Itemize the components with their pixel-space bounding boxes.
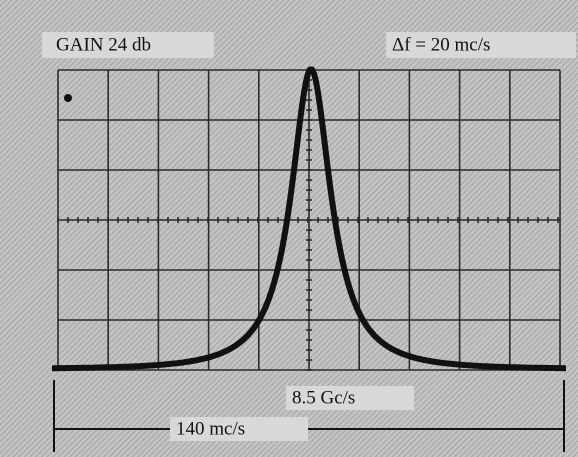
center-frequency-label: 8.5 Gc/s bbox=[292, 387, 355, 408]
delta-f-label: Δf = 20 mc/s bbox=[392, 34, 490, 55]
span-label: 140 mc/s bbox=[176, 418, 245, 439]
spot bbox=[64, 94, 72, 102]
page: {"header": {"gain": "GAIN 24 db", "delta… bbox=[0, 0, 578, 457]
oscilloscope-photo: GAIN 24 db Δf = 20 mc/s 8.5 Gc/s 140 mc/… bbox=[0, 0, 578, 457]
gain-label: GAIN 24 db bbox=[56, 34, 151, 55]
